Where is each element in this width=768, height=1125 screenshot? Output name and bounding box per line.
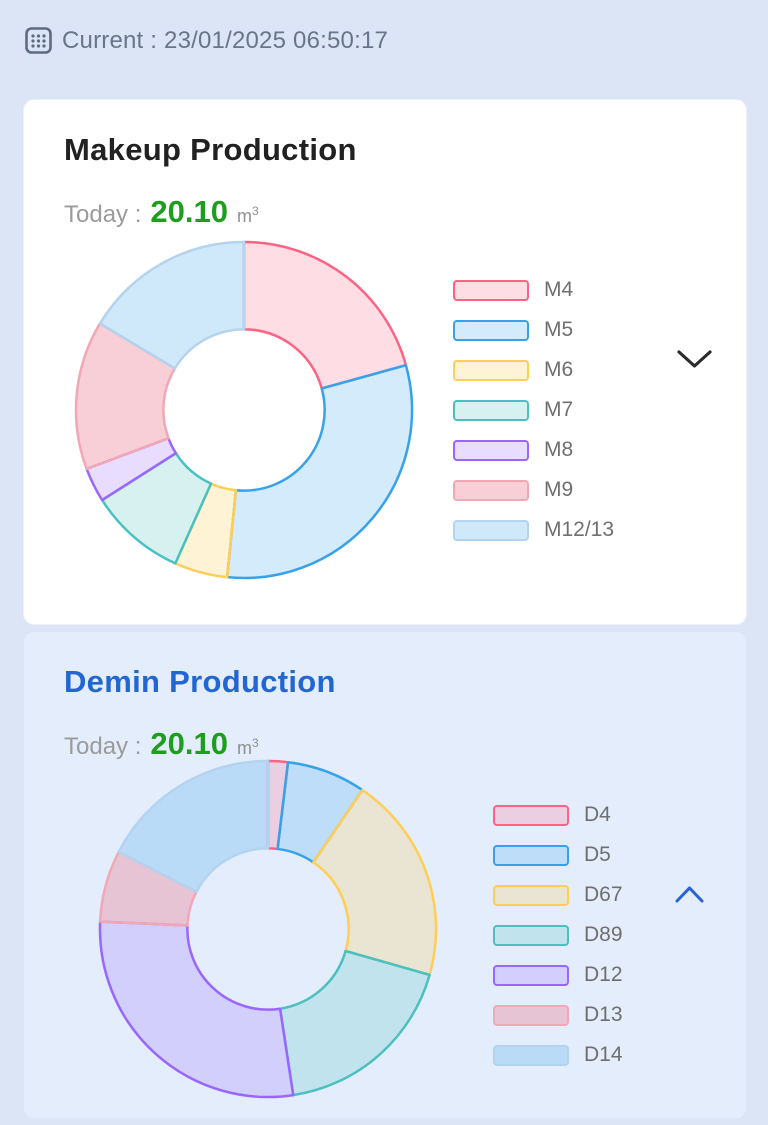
today-unit: m3	[236, 736, 259, 758]
legend-label: M9	[544, 478, 574, 501]
calendar-icon	[25, 27, 52, 54]
donut-slice-D14[interactable]	[117, 759, 270, 894]
legend-swatch	[493, 1004, 569, 1026]
legend-swatch	[453, 439, 529, 461]
collapse-toggle-button[interactable]	[672, 342, 716, 378]
legend-label: M6	[544, 358, 574, 381]
demin-production-card: Demin Production Today : 20.10 m3 D4 D5 D6…	[24, 632, 746, 1118]
header-bar: Current : 23/01/2025 06:50:17	[25, 26, 388, 55]
today-value: 20.10	[150, 726, 228, 761]
legend-swatch	[453, 279, 529, 301]
legend-swatch	[453, 519, 529, 541]
donut-chart-makeup	[72, 238, 416, 582]
legend-swatch	[493, 884, 569, 906]
legend-label: D67	[584, 883, 623, 906]
legend-swatch	[493, 964, 569, 986]
legend-item-D5[interactable]: D5	[493, 835, 623, 875]
legend-item-M8[interactable]: M8	[453, 430, 614, 470]
legend-swatch	[493, 844, 569, 866]
legend-item-D13[interactable]: D13	[493, 995, 623, 1035]
legend-item-D14[interactable]: D14	[493, 1035, 623, 1075]
today-value: 20.10	[150, 194, 228, 229]
legend-item-D67[interactable]: D67	[493, 875, 623, 915]
legend-label: D4	[584, 803, 611, 826]
legend-swatch	[453, 319, 529, 341]
donut-slice-M5[interactable]	[225, 363, 414, 580]
chevron-down-icon	[676, 350, 712, 368]
legend-label: D14	[584, 1043, 623, 1066]
legend-label: M5	[544, 318, 574, 341]
card-title-demin: Demin Production	[64, 664, 336, 699]
legend-label: D89	[584, 923, 623, 946]
today-row: Today : 20.10 m3	[64, 194, 259, 230]
legend-label: M12/13	[544, 518, 615, 541]
legend-item-D4[interactable]: D4	[493, 795, 623, 835]
today-row: Today : 20.10 m3	[64, 726, 259, 762]
today-unit: m3	[236, 204, 259, 226]
donut-slice-D67[interactable]	[312, 788, 438, 977]
chart-legend-makeup: M4 M5 M6 M7 M8 M9 M12/13	[453, 270, 614, 550]
legend-item-M7[interactable]: M7	[453, 390, 614, 430]
legend-item-M12/13[interactable]: M12/13	[453, 510, 614, 550]
legend-label: M4	[544, 278, 574, 301]
legend-swatch	[453, 359, 529, 381]
legend-label: M8	[544, 438, 574, 461]
legend-item-M5[interactable]: M5	[453, 310, 614, 350]
today-label: Today :	[64, 733, 142, 760]
makeup-production-card: Makeup Production Today : 20.10 m3 M4 M5 M…	[24, 100, 746, 624]
legend-item-D89[interactable]: D89	[493, 915, 623, 955]
legend-label: D5	[584, 843, 611, 866]
donut-slice-M12/13[interactable]	[98, 240, 246, 370]
legend-swatch	[493, 804, 569, 826]
chart-legend-demin: D4 D5 D67 D89 D12 D13 D14	[493, 795, 623, 1075]
donut-slice-D12[interactable]	[98, 920, 295, 1099]
donut-slice-M4[interactable]	[242, 240, 408, 390]
legend-label: D13	[584, 1003, 623, 1026]
legend-item-D12[interactable]: D12	[493, 955, 623, 995]
legend-swatch	[493, 924, 569, 946]
legend-item-M6[interactable]: M6	[453, 350, 614, 390]
donut-slice-D89[interactable]	[278, 949, 431, 1097]
legend-label: M7	[544, 398, 574, 421]
donut-chart-demin	[96, 757, 440, 1101]
current-datetime-text: Current : 23/01/2025 06:50:17	[62, 26, 389, 54]
legend-item-M9[interactable]: M9	[453, 470, 614, 510]
legend-swatch	[493, 1044, 569, 1066]
today-label: Today :	[64, 201, 142, 228]
card-title-makeup: Makeup Production	[64, 132, 357, 167]
legend-swatch	[453, 399, 529, 421]
chevron-up-icon	[675, 886, 703, 903]
collapse-toggle-button[interactable]	[667, 876, 711, 912]
legend-item-M4[interactable]: M4	[453, 270, 614, 310]
legend-label: D12	[584, 963, 623, 986]
legend-swatch	[453, 479, 529, 501]
